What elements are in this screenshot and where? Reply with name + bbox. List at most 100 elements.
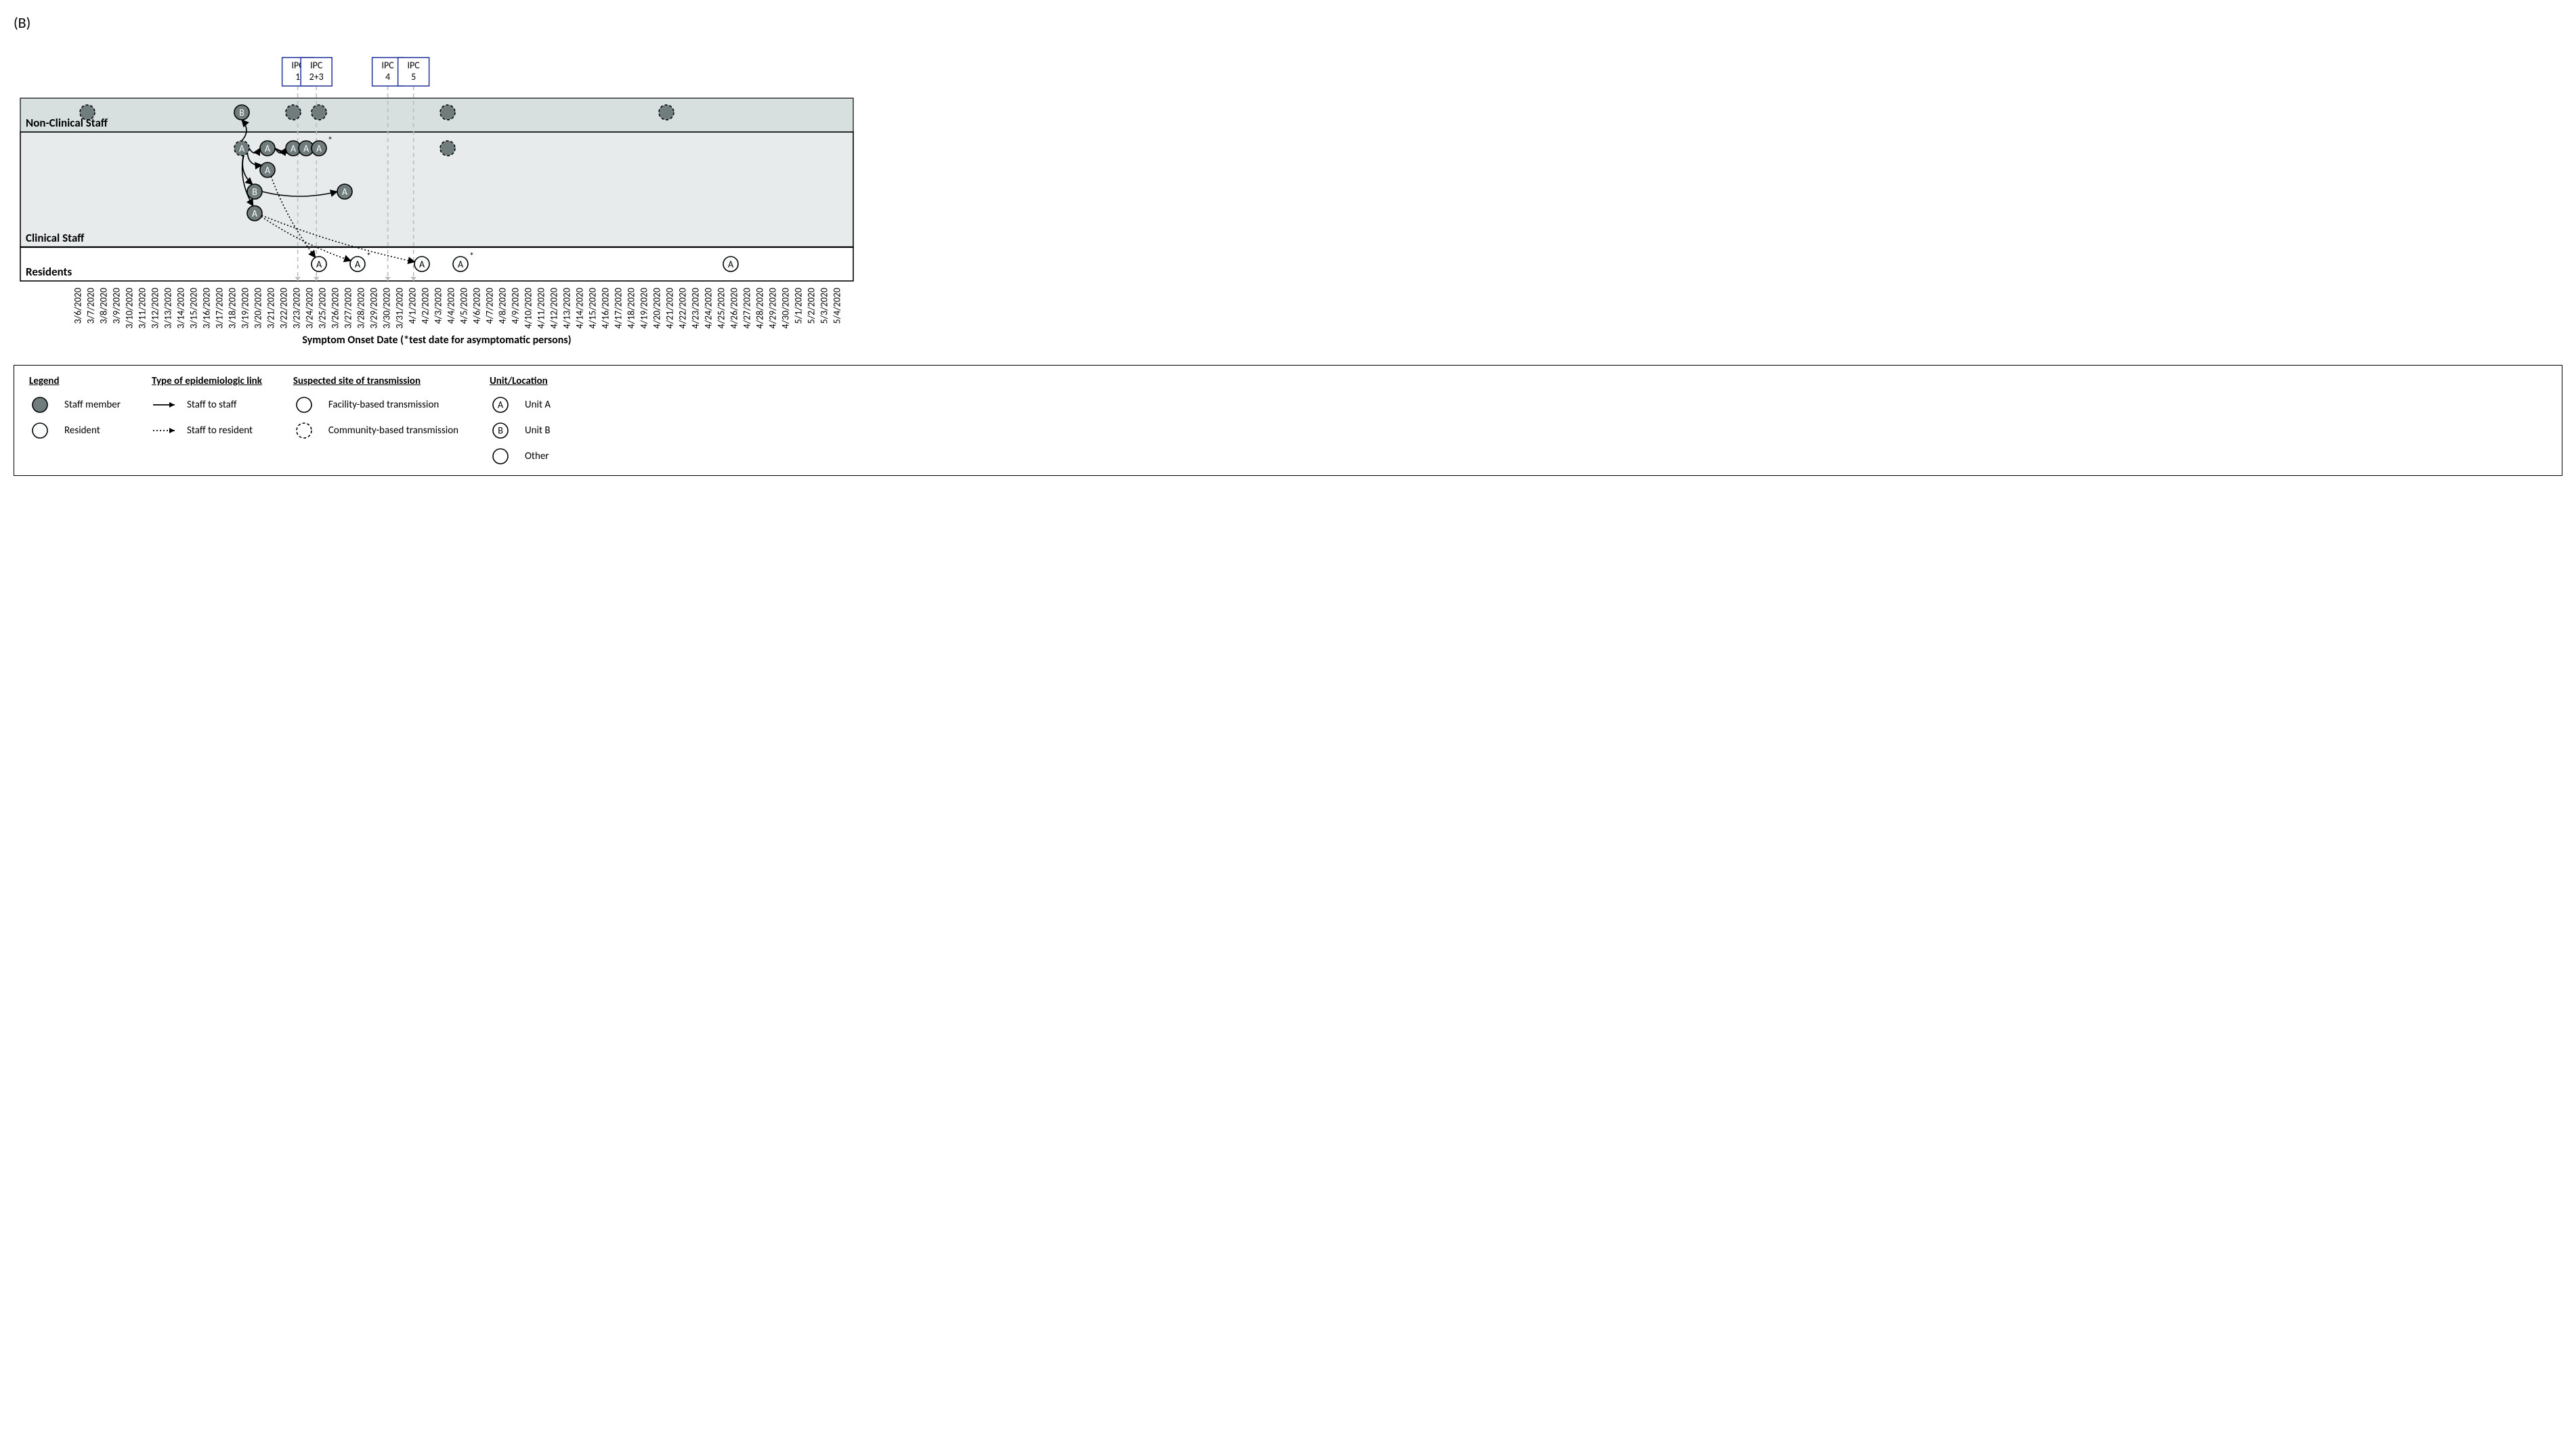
date-tick: 3/22/2020	[278, 288, 290, 328]
legend-item: BUnit B	[490, 421, 551, 440]
date-tick: 4/3/2020	[433, 288, 444, 324]
svg-text:A: A	[316, 259, 322, 270]
svg-text:A: A	[252, 208, 258, 219]
date-tick: 4/25/2020	[716, 288, 727, 328]
date-tick: 3/12/2020	[150, 288, 161, 328]
date-tick: 3/19/2020	[240, 288, 251, 328]
ipc-box-ipc5: IPC5	[398, 58, 429, 86]
date-tick: 4/7/2020	[484, 288, 496, 324]
lane-nonclinical	[20, 98, 853, 132]
legend-item: A Unit A	[490, 395, 551, 414]
axis-title: Symptom Onset Date (*test date for asymp…	[302, 334, 571, 347]
legend-column: Unit/Location A Unit A BUnit B Other	[490, 375, 551, 466]
date-tick: 3/6/2020	[72, 288, 84, 324]
date-tick: 4/10/2020	[523, 288, 534, 328]
date-tick: 4/26/2020	[729, 288, 740, 328]
date-tick: 4/15/2020	[587, 288, 599, 328]
node-nc4	[312, 105, 326, 120]
date-tick: 3/31/2020	[394, 288, 406, 328]
svg-text:A: A	[291, 143, 297, 154]
svg-text:IPC: IPC	[310, 60, 323, 71]
date-tick: 3/25/2020	[317, 288, 328, 328]
node-c6	[440, 141, 455, 156]
date-tick: 3/27/2020	[343, 288, 354, 328]
date-tick: 4/27/2020	[742, 288, 753, 328]
date-tick: 4/9/2020	[510, 288, 521, 324]
svg-text:5: 5	[411, 71, 416, 83]
date-tick: 4/16/2020	[600, 288, 611, 328]
legend-item: Staff to resident	[152, 421, 262, 440]
date-tick: 4/28/2020	[754, 288, 766, 328]
date-tick: 3/7/2020	[85, 288, 97, 324]
svg-text:A: A	[355, 259, 361, 270]
svg-text:A: A	[265, 165, 271, 176]
lane-clinical	[20, 132, 853, 247]
svg-text:2+3: 2+3	[309, 71, 324, 83]
legend: LegendStaff memberResident Type of epidem…	[14, 365, 2562, 476]
date-tick: 4/5/2020	[458, 288, 470, 324]
legend-label: Facility-based transmission	[328, 399, 439, 411]
date-tick: 4/18/2020	[626, 288, 637, 328]
date-tick: 4/13/2020	[561, 288, 573, 328]
legend-item: Staff to staff	[152, 395, 262, 414]
date-tick: 4/6/2020	[471, 288, 483, 324]
lane-label-residents: Residents	[26, 265, 72, 279]
date-tick: 3/28/2020	[356, 288, 367, 328]
date-tick: 3/17/2020	[214, 288, 226, 328]
svg-text:A: A	[498, 399, 504, 411]
legend-column: Type of epidemiologic link Staff to staff…	[152, 375, 262, 440]
legend-item: Community-based transmission	[293, 421, 458, 440]
legend-column: Suspected site of transmission Facility-b…	[293, 375, 458, 440]
legend-label: Staff to staff	[187, 399, 237, 411]
ipc-box-ipc2: IPC2+3	[301, 58, 332, 86]
date-tick: 4/8/2020	[497, 288, 509, 324]
legend-heading: Unit/Location	[490, 375, 551, 387]
panel-label: (B)	[14, 14, 2562, 32]
legend-label: Unit A	[525, 399, 551, 411]
date-tick: 3/15/2020	[188, 288, 200, 328]
svg-text:A: A	[239, 143, 245, 154]
svg-text:A: A	[419, 259, 425, 270]
date-tick: 3/8/2020	[98, 288, 110, 324]
date-tick: 3/26/2020	[330, 288, 341, 328]
svg-text:A: A	[342, 186, 348, 198]
date-tick: 4/22/2020	[677, 288, 689, 328]
svg-text:A: A	[303, 143, 309, 154]
node-nc5	[440, 105, 455, 120]
date-tick: 3/24/2020	[304, 288, 316, 328]
date-tick: 4/29/2020	[767, 288, 779, 328]
svg-text:A: A	[265, 143, 271, 154]
node-nc1	[80, 105, 95, 120]
date-tick: 4/1/2020	[407, 288, 418, 324]
legend-heading: Type of epidemiologic link	[152, 375, 262, 387]
lane-label-clinical: Clinical Staff	[26, 231, 85, 245]
svg-text:*: *	[366, 250, 371, 262]
date-tick: 3/20/2020	[253, 288, 264, 328]
svg-text:*: *	[469, 250, 474, 262]
date-tick: 4/23/2020	[690, 288, 702, 328]
date-tick: 4/11/2020	[536, 288, 547, 328]
date-tick: 3/21/2020	[265, 288, 277, 328]
date-tick: 3/13/2020	[163, 288, 174, 328]
date-tick: 5/4/2020	[832, 288, 843, 324]
node-nc3	[286, 105, 301, 120]
svg-text:*: *	[328, 135, 332, 146]
date-tick: 3/14/2020	[175, 288, 187, 328]
node-nc6	[659, 105, 674, 120]
legend-heading: Suspected site of transmission	[293, 375, 458, 387]
date-tick: 5/2/2020	[806, 288, 817, 324]
svg-text:A: A	[728, 259, 734, 270]
svg-text:1: 1	[295, 71, 300, 83]
legend-label: Other	[525, 450, 549, 462]
date-tick: 4/19/2020	[639, 288, 650, 328]
legend-label: Staff to resident	[187, 424, 253, 437]
date-tick: 3/18/2020	[227, 288, 238, 328]
date-tick: 4/2/2020	[420, 288, 431, 324]
legend-column: LegendStaff memberResident	[29, 375, 121, 440]
legend-label: Resident	[64, 424, 100, 437]
date-tick: 3/30/2020	[381, 288, 393, 328]
date-tick: 3/11/2020	[137, 288, 148, 328]
legend-item: Other	[490, 447, 551, 466]
legend-heading: Legend	[29, 375, 121, 387]
svg-text:4: 4	[385, 71, 390, 83]
